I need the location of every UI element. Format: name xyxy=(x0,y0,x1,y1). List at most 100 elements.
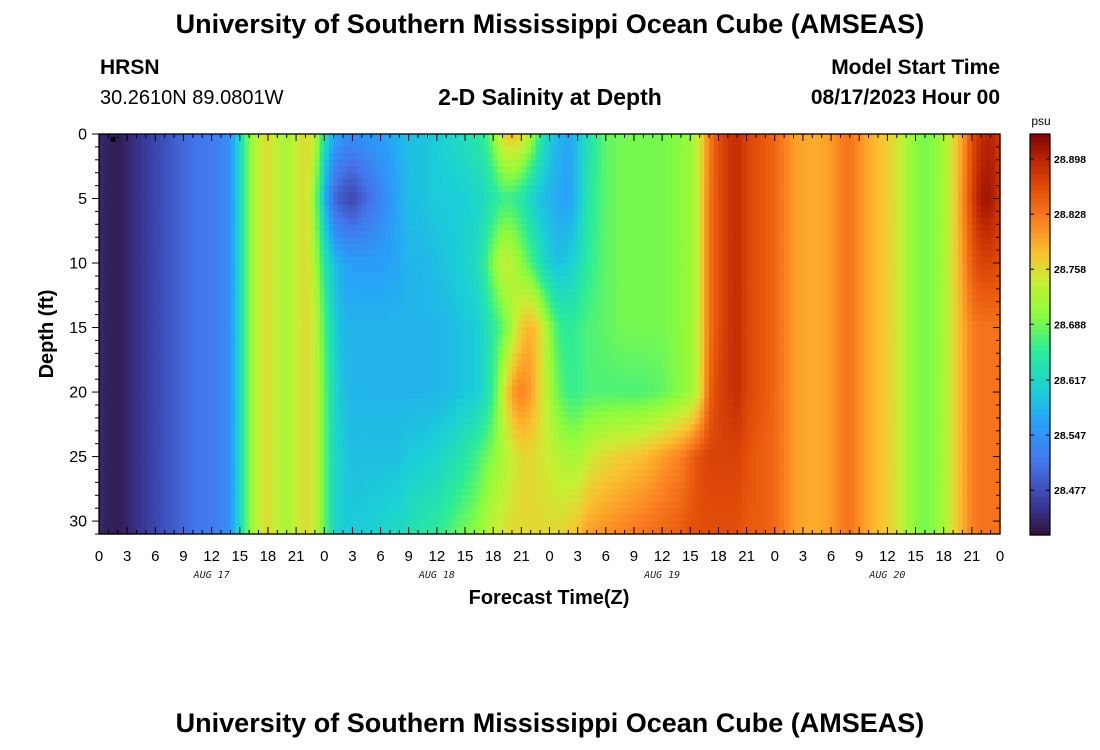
heatmap-cell xyxy=(455,159,461,167)
heatmap-cell xyxy=(751,146,757,154)
heatmap-cell xyxy=(854,263,860,271)
heatmap-cell xyxy=(300,198,307,206)
heatmap-cell xyxy=(347,263,353,271)
heatmap-cell xyxy=(910,204,917,213)
heatmap-cell xyxy=(727,295,734,303)
heatmap-cell xyxy=(619,146,626,154)
heatmap-cell xyxy=(427,217,433,225)
heatmap-cell xyxy=(413,250,419,258)
heatmap-cell xyxy=(521,198,527,206)
heatmap-cell xyxy=(530,185,537,193)
heatmap-cell xyxy=(516,211,522,219)
heatmap-cell xyxy=(131,295,138,303)
heatmap-cell xyxy=(122,230,128,238)
heatmap-cell xyxy=(859,269,865,277)
heatmap-cell xyxy=(709,224,715,232)
heatmap-cell xyxy=(282,166,288,174)
heatmap-cell xyxy=(286,256,292,264)
heatmap-cell xyxy=(605,288,612,296)
heatmap-cell xyxy=(460,198,466,206)
heatmap-cell xyxy=(502,237,508,245)
heatmap-cell xyxy=(253,224,260,232)
heatmap-cell xyxy=(108,204,114,213)
heatmap-cell xyxy=(760,204,766,213)
heatmap-cell xyxy=(343,146,349,154)
heatmap-cell xyxy=(394,269,400,277)
heatmap-cell xyxy=(357,288,363,296)
heatmap-cell xyxy=(108,295,114,303)
heatmap-cell xyxy=(272,134,278,142)
heatmap-cell xyxy=(671,204,677,213)
heatmap-cell xyxy=(469,243,476,251)
heatmap-cell xyxy=(272,230,278,238)
heatmap-cell xyxy=(995,288,1001,296)
heatmap-cell xyxy=(816,237,823,245)
heatmap-cell xyxy=(450,282,457,290)
model-start-label: Model Start Time xyxy=(831,56,1000,79)
heatmap-cell xyxy=(915,269,921,277)
heatmap-cell xyxy=(802,217,809,225)
heatmap-cell xyxy=(455,140,461,148)
heatmap-cell xyxy=(136,243,142,251)
heatmap-cell xyxy=(727,159,734,167)
heatmap-cell xyxy=(948,134,954,142)
heatmap-cell xyxy=(333,288,339,296)
heatmap-cell xyxy=(882,224,888,232)
heatmap-cell xyxy=(732,230,738,238)
heatmap-cell xyxy=(169,217,175,225)
heatmap-cell xyxy=(981,237,987,245)
heatmap-cell xyxy=(770,153,776,161)
heatmap-cell xyxy=(127,295,133,303)
heatmap-cell xyxy=(469,288,476,296)
heatmap-cell xyxy=(957,185,964,193)
heatmap-cell xyxy=(197,256,203,264)
heatmap-cell xyxy=(572,282,579,290)
heatmap-cell xyxy=(244,237,250,245)
heatmap-cell xyxy=(746,211,752,219)
heatmap-cell xyxy=(371,153,377,161)
heatmap-cell xyxy=(624,166,630,174)
heatmap-cell xyxy=(418,256,424,264)
heatmap-cell xyxy=(277,230,283,238)
heatmap-cell xyxy=(976,140,982,148)
heatmap-cell xyxy=(197,295,203,303)
heatmap-cell xyxy=(877,134,884,142)
heatmap-cell xyxy=(136,211,142,219)
heatmap-cell xyxy=(282,204,288,213)
heatmap-cell xyxy=(760,230,766,238)
heatmap-cell xyxy=(127,275,133,283)
heatmap-cell xyxy=(633,224,640,232)
heatmap-cell xyxy=(624,237,630,245)
heatmap-cell xyxy=(183,166,189,174)
heatmap-cell xyxy=(296,134,302,142)
heatmap-cell xyxy=(816,282,823,290)
heatmap-cell xyxy=(741,256,748,264)
heatmap-cell xyxy=(352,166,358,174)
heatmap-cell xyxy=(802,172,809,180)
heatmap-cell xyxy=(558,237,565,245)
heatmap-cell xyxy=(235,198,241,206)
heatmap-cell xyxy=(981,172,987,180)
heatmap-cell xyxy=(831,263,837,271)
heatmap-cell xyxy=(619,269,626,277)
heatmap-cell xyxy=(535,250,541,258)
heatmap-cell xyxy=(793,204,799,213)
heatmap-cell xyxy=(920,275,926,283)
heatmap-cell xyxy=(446,263,452,271)
heatmap-cell xyxy=(300,153,307,161)
heatmap-cell xyxy=(633,269,640,277)
heatmap-cell xyxy=(816,288,823,296)
heatmap-cell xyxy=(943,192,949,200)
heatmap-cell xyxy=(901,237,907,245)
heatmap-cell xyxy=(221,146,227,154)
heatmap-cell xyxy=(554,256,560,264)
heatmap-cell xyxy=(399,256,405,264)
heatmap-cell xyxy=(910,237,917,245)
heatmap-cell xyxy=(404,288,410,296)
heatmap-cell xyxy=(239,211,246,219)
heatmap-cell xyxy=(235,288,241,296)
heatmap-cell xyxy=(582,134,588,142)
heatmap-cell xyxy=(549,146,555,154)
heatmap-cell xyxy=(835,237,842,245)
heatmap-cell xyxy=(699,146,705,154)
